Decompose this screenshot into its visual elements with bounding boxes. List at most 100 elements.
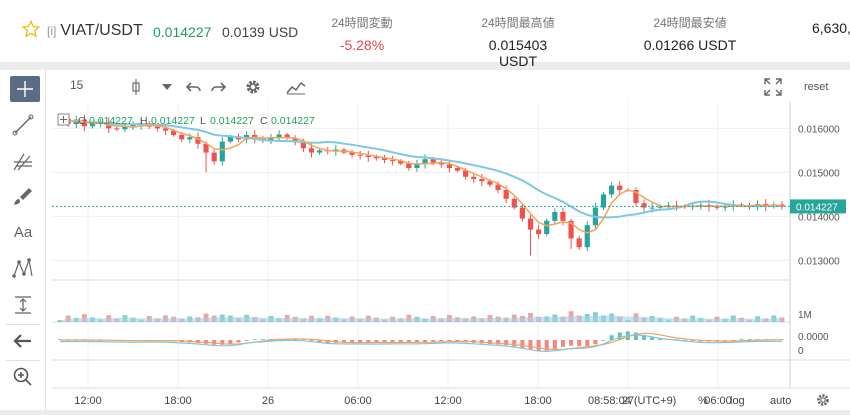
candle-body — [171, 130, 177, 135]
candle-body — [495, 184, 501, 190]
brush-tool-icon[interactable] — [10, 184, 36, 210]
candle-body — [430, 159, 436, 163]
collapse-arrow-icon[interactable] — [10, 328, 36, 354]
stat-value: -5.28% — [339, 37, 385, 53]
candle-body — [641, 203, 647, 208]
price-chart[interactable]: 0.016000 0.015000 0.014000 0.013000 0.01422… — [52, 102, 850, 410]
oscillator-bar — [731, 340, 736, 341]
oscillator-bar — [341, 340, 346, 343]
candle-body — [479, 179, 485, 182]
oscillator-bar — [487, 340, 492, 344]
oscillator-bar — [658, 338, 663, 340]
toolbar-divider — [6, 324, 40, 325]
oscillator-bar — [350, 340, 355, 343]
oscillator-bar — [260, 339, 265, 340]
candle-body — [381, 158, 388, 161]
oscillator-bar — [309, 340, 314, 341]
symbol-name[interactable]: [i] VIAT/USDT — [47, 22, 143, 40]
measure-tool-icon[interactable] — [10, 292, 36, 318]
candle-body — [422, 159, 428, 164]
candle-body — [365, 155, 371, 157]
candle-body — [195, 137, 201, 144]
stat-value: 0.01266 USDT — [643, 37, 737, 53]
time-tick-label: 12:00 — [434, 395, 462, 407]
candle-body — [738, 204, 744, 206]
redo-icon[interactable] — [210, 79, 226, 95]
oscillator-bar — [779, 339, 784, 340]
price-tick-label: 0.015000 — [798, 168, 840, 179]
oscillator-bar — [739, 339, 744, 340]
pattern-tool-icon[interactable] — [10, 256, 36, 282]
candle-body — [536, 229, 542, 234]
oscillator-bar — [520, 340, 525, 348]
undo-icon[interactable] — [186, 79, 202, 95]
oscillator-bar — [414, 340, 419, 343]
price-tick-label: 0.013000 — [798, 256, 840, 267]
candle-body — [219, 141, 225, 162]
legend-h-value: 0.014227 — [151, 115, 195, 127]
auto-toggle[interactable]: auto — [770, 395, 791, 407]
toolbar-divider — [6, 360, 40, 361]
favorite-star-icon[interactable] — [22, 20, 40, 38]
candle-body — [179, 135, 185, 140]
drawing-toolbar: Aa — [0, 70, 46, 410]
oscillator-bar — [317, 340, 322, 342]
pitchfork-tool-icon[interactable] — [10, 148, 36, 174]
oscillator-bar — [220, 340, 225, 345]
candle-body — [454, 168, 461, 171]
candle-body — [292, 138, 298, 143]
candle-body — [552, 212, 558, 221]
trend-line-tool-icon[interactable] — [10, 112, 36, 138]
text-tool-icon[interactable]: Aa — [13, 224, 33, 241]
current-price-badge — [790, 199, 846, 214]
settings-gear-icon[interactable] — [244, 78, 262, 96]
oscillator-bar — [504, 340, 509, 346]
chart-grid — [52, 102, 790, 388]
zoom-in-icon[interactable] — [10, 364, 36, 390]
candle-body — [398, 160, 404, 164]
reset-button[interactable]: reset — [804, 81, 829, 93]
interval-selector[interactable]: 15 — [70, 78, 84, 92]
candle-body — [162, 128, 169, 131]
candle-type-icon[interactable] — [130, 78, 142, 96]
candle-body — [487, 181, 493, 185]
oscillator-bar — [358, 340, 363, 343]
candle-body — [438, 162, 444, 165]
legend-l-value: 0.014227 — [210, 115, 254, 127]
crosshair-tool-icon[interactable] — [10, 76, 40, 102]
time-tick-label: 18:00 — [164, 395, 192, 407]
candle-body — [373, 157, 379, 159]
candle-body — [511, 198, 517, 208]
price-tick-label: 0.016000 — [798, 124, 840, 135]
log-toggle[interactable]: log — [730, 395, 745, 407]
candle-body — [600, 194, 607, 208]
ticker-header: [i] VIAT/USDT 0.014227 0.0139 USD 24時間変動 … — [0, 0, 850, 69]
candle-body — [519, 207, 525, 219]
axis-settings-gear-icon[interactable] — [817, 394, 829, 406]
price-tick-label: 0.014000 — [798, 212, 840, 223]
fullscreen-icon[interactable] — [764, 78, 782, 96]
chevron-down-icon[interactable] — [162, 84, 172, 90]
time-tick-label: 27 — [622, 395, 634, 407]
candle-body — [227, 136, 233, 142]
oscillator-bar — [747, 339, 752, 340]
oscillator-bar — [390, 340, 395, 343]
oscillator-macd-line — [60, 334, 782, 353]
candle-body — [527, 218, 534, 230]
percent-toggle[interactable]: % — [698, 395, 708, 407]
slow-moving-average-line — [59, 117, 782, 219]
oscillator-bar — [536, 340, 541, 351]
candle-body — [576, 238, 582, 248]
indicators-icon[interactable] — [286, 79, 306, 95]
ohlc-legend: O 0.014227 H 0.014227 L 0.014227 C 0.014… — [57, 113, 315, 127]
candle-body — [617, 185, 623, 190]
volume-zero-label: 0 — [798, 346, 804, 357]
oscillator-bar — [585, 340, 590, 347]
legend-l-label: L — [200, 115, 206, 127]
time-axis: 12:00 18:00 26 06:00 12:00 18:00 27 06:00 — [74, 395, 732, 407]
candle-body — [89, 124, 96, 127]
candle-body — [211, 152, 217, 162]
oscillator-signal-line — [60, 332, 782, 351]
stat-24h-change: 24時間変動 -5.28% — [322, 14, 402, 53]
oscillator-bar — [496, 340, 501, 345]
